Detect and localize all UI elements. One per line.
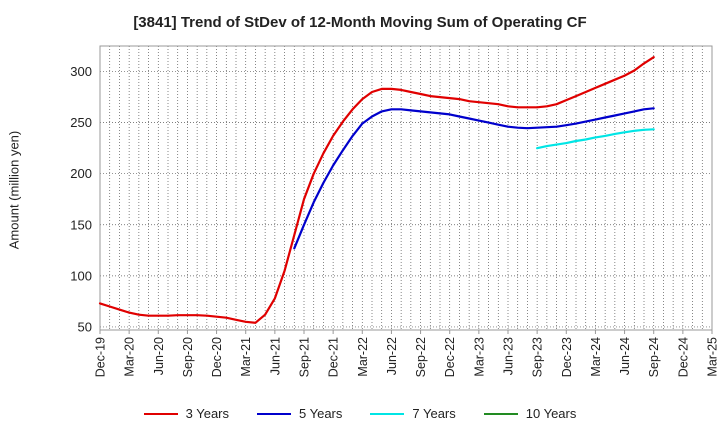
legend-item: 3 Years	[143, 406, 229, 421]
x-tick-label: Sep-22	[414, 337, 428, 377]
legend-item: 5 Years	[257, 406, 342, 421]
x-tick-label: Mar-21	[239, 337, 253, 377]
y-tick-label: 300	[70, 64, 92, 79]
x-tick-label: Mar-23	[472, 337, 486, 377]
chart-title: [3841] Trend of StDev of 12-Month Moving…	[133, 14, 587, 31]
x-tick-label: Sep-21	[298, 337, 312, 377]
series-line-7-years	[535, 128, 655, 150]
x-tick-label: Dec-23	[560, 337, 574, 377]
y-tick-label: 100	[70, 268, 92, 283]
series-layer	[98, 56, 655, 324]
legend-label: 7 Years	[412, 406, 456, 421]
x-tick-label: Mar-25	[706, 337, 720, 377]
legend-swatch	[370, 412, 405, 415]
x-tick-label: Jun-23	[502, 337, 516, 375]
x-tick-label: Jun-21	[268, 337, 282, 375]
x-tick-label: Sep-20	[181, 337, 195, 377]
series-line-3-years	[98, 56, 655, 324]
legend-swatch	[257, 412, 291, 415]
axis-layer: 50 100 150 200 250 300 Dec-19 Mar-20 Jun-20 Sep-2…	[70, 45, 720, 377]
x-tick-label: Mar-20	[123, 337, 137, 377]
legend-label: 5 Years	[299, 406, 343, 421]
x-tick-label: Mar-22	[356, 337, 370, 377]
plot-frame	[99, 45, 713, 331]
y-tick-label: 250	[70, 115, 92, 130]
x-tick-label: Dec-21	[327, 337, 341, 377]
y-tick-label: 150	[70, 217, 92, 232]
legend-label: 10 Years	[525, 406, 577, 421]
grid-layer	[100, 46, 712, 330]
legend-item: 7 Years	[370, 406, 456, 421]
legend-item: 10 Years	[483, 406, 577, 421]
x-tick-label: Dec-19	[94, 337, 108, 377]
series-line-5-years	[293, 107, 655, 250]
x-tick-label: Mar-24	[589, 337, 603, 377]
x-tick-label: Sep-24	[647, 337, 661, 377]
x-tick-label: Jun-20	[152, 337, 166, 375]
legend-swatch	[143, 412, 178, 415]
legend: 3 Years 5 Years 7 Years 10 Years	[0, 406, 720, 421]
x-tick-label: Dec-22	[443, 337, 457, 377]
x-tick-label: Jun-24	[618, 337, 632, 375]
x-tick-label: Dec-20	[210, 337, 224, 377]
x-tick-label: Jun-22	[385, 337, 399, 375]
legend-label: 3 Years	[185, 406, 229, 421]
x-tick-label: Sep-23	[531, 337, 545, 377]
x-tick-label: Dec-24	[676, 337, 690, 377]
y-tick-label: 200	[70, 166, 92, 181]
y-tick-label: 50	[78, 319, 92, 334]
legend-swatch	[483, 412, 518, 415]
